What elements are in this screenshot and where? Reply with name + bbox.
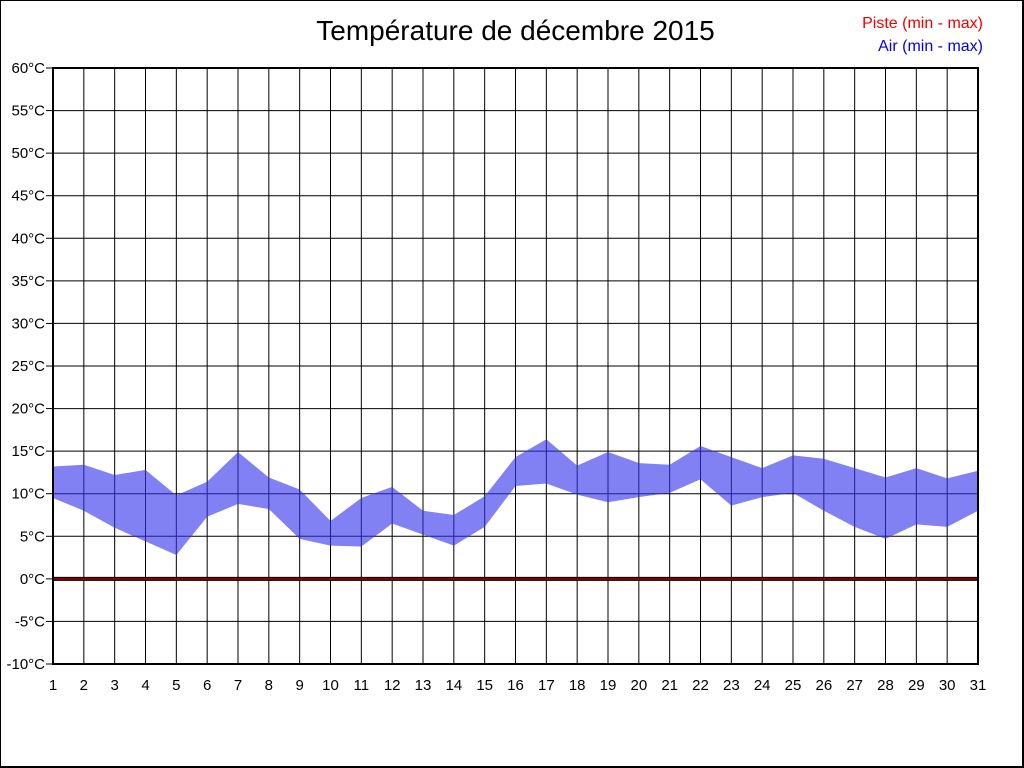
x-tick-label: 17 <box>538 677 555 694</box>
x-tick-label: 9 <box>295 677 303 694</box>
y-tick-label: -5°C <box>15 613 45 630</box>
x-tick-label: 29 <box>908 677 925 694</box>
y-tick-label: 35°C <box>11 273 45 290</box>
x-tick-label: 10 <box>322 677 339 694</box>
x-tick-label: 8 <box>265 677 273 694</box>
plot-frame <box>52 67 979 665</box>
y-tick-label: 50°C <box>11 145 45 162</box>
y-tick-label: 0°C <box>20 571 45 588</box>
x-tick-label: 24 <box>754 677 771 694</box>
x-tick-label: 23 <box>723 677 740 694</box>
y-tick-label: 15°C <box>11 443 45 460</box>
x-tick-label: 14 <box>445 677 462 694</box>
x-tick-label: 11 <box>354 677 370 694</box>
x-tick-label: 5 <box>172 677 180 694</box>
legend-item-air: Air (min - max) <box>878 38 983 55</box>
x-tick-label: 12 <box>384 677 401 694</box>
x-tick-label: 18 <box>569 677 586 694</box>
y-tick-label: 5°C <box>20 528 45 545</box>
y-tick-label: 25°C <box>11 358 45 375</box>
x-tick-label: 27 <box>846 677 863 694</box>
legend: Piste (min - max) Air (min - max) <box>862 12 983 58</box>
y-tick-label: 60°C <box>11 60 45 77</box>
x-tick-label: 20 <box>630 677 647 694</box>
x-tick-label: 6 <box>203 677 211 694</box>
x-tick-label: 26 <box>815 677 832 694</box>
x-tick-label: 7 <box>234 677 242 694</box>
y-tick-label: 45°C <box>11 188 45 205</box>
x-tick-label: 1 <box>49 677 57 694</box>
air-minmax-band <box>53 439 978 556</box>
x-tick-label: 4 <box>141 677 149 694</box>
x-tick-label: 30 <box>939 677 956 694</box>
legend-item-piste: Piste (min - max) <box>862 15 983 32</box>
x-tick-label: 16 <box>507 677 524 694</box>
chart-title: Température de décembre 2015 <box>316 15 715 46</box>
x-tick-label: 2 <box>80 677 88 694</box>
x-tick-label: 15 <box>476 677 493 694</box>
x-tick-label: 22 <box>692 677 709 694</box>
y-tick-label: 55°C <box>11 103 45 120</box>
y-tick-label: 40°C <box>11 230 45 247</box>
y-tick-label: 20°C <box>11 401 45 418</box>
x-tick-label: 25 <box>785 677 802 694</box>
x-tick-label: 21 <box>661 677 678 694</box>
y-tick-label: 30°C <box>11 315 45 332</box>
x-tick-label: 13 <box>415 677 432 694</box>
y-tick-label: -10°C <box>6 656 45 673</box>
x-tick-label: 3 <box>110 677 118 694</box>
x-tick-label: 31 <box>970 677 987 694</box>
x-tick-label: 19 <box>600 677 617 694</box>
y-tick-label: 10°C <box>11 486 45 503</box>
x-tick-label: 28 <box>877 677 894 694</box>
